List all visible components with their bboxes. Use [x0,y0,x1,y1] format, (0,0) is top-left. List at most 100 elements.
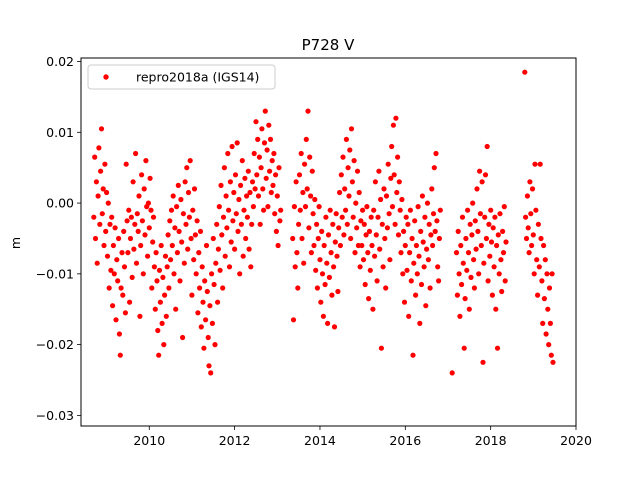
data-point [371,207,377,213]
data-point [449,370,455,376]
data-point [92,154,98,160]
data-point [357,264,363,270]
data-point [315,235,321,242]
data-point [372,253,378,259]
y-tick-label: 0.00 [46,196,74,211]
data-point [203,242,210,249]
data-point [246,246,252,252]
data-point [172,225,178,231]
data-point [156,267,163,273]
data-point [430,211,437,217]
data-point [221,165,227,171]
data-point [220,214,227,220]
data-point [290,235,296,242]
data-point [159,320,165,326]
data-point [269,158,275,164]
data-point [265,204,271,210]
data-point [299,235,305,242]
data-point [169,242,175,249]
data-point [475,228,481,234]
data-point [465,250,472,256]
data-point [472,218,478,224]
data-point [325,232,332,238]
data-point [267,168,273,174]
data-point [391,172,397,178]
data-point [435,264,441,270]
x-tick-label: 2020 [560,433,592,448]
data-point [271,150,277,157]
data-point [541,242,547,249]
data-point [488,207,494,213]
data-point [130,179,136,185]
x-tick-label: 2012 [219,433,251,448]
data-point [302,204,309,210]
data-point [96,145,102,151]
data-point [523,214,529,220]
data-point [163,313,169,319]
data-point [364,204,370,210]
data-point [426,221,432,227]
data-point [370,306,376,312]
data-point [301,260,307,266]
data-point [373,232,379,238]
y-tick-label: −0.01 [36,266,74,281]
data-point [111,271,117,277]
data-point [453,250,460,256]
data-point [375,214,381,220]
data-point [394,189,400,196]
data-point [292,264,298,270]
data-point [133,260,140,266]
data-point [264,147,270,153]
data-point [374,278,380,284]
data-point [454,292,460,298]
data-point [499,288,505,295]
data-point [204,288,210,295]
data-point [266,122,272,128]
data-point [428,232,434,238]
data-point [107,221,113,227]
data-point [205,334,211,341]
data-point [276,165,282,171]
data-point [419,193,425,199]
data-point [525,225,531,231]
data-point [319,271,326,277]
data-point [328,250,334,256]
data-point [337,242,343,249]
data-point [115,278,121,284]
data-point [460,260,466,266]
data-point [425,257,431,263]
data-point [429,186,435,192]
data-point [197,228,204,234]
data-point [238,221,244,227]
data-point [157,299,163,305]
data-point [335,288,341,295]
data-point [322,281,328,288]
data-point [339,214,345,220]
data-point [98,126,105,132]
data-point [329,292,335,298]
data-point [127,299,133,305]
data-point [349,179,355,185]
y-axis-label: m [8,237,23,249]
data-point [500,250,507,256]
data-point [478,242,484,249]
data-point [535,292,541,298]
data-point [522,69,528,75]
data-point [104,189,110,196]
data-point [240,253,246,259]
data-point [490,225,496,231]
data-point [133,150,139,157]
data-point [142,232,148,238]
data-point [100,186,106,192]
data-point [529,242,535,249]
data-point [366,296,372,302]
data-point [126,207,132,213]
data-point [354,168,361,174]
data-point [430,242,436,249]
data-point [219,232,225,238]
data-point [542,257,548,263]
data-point [466,306,472,312]
data-point [481,260,487,266]
data-point [296,221,302,227]
